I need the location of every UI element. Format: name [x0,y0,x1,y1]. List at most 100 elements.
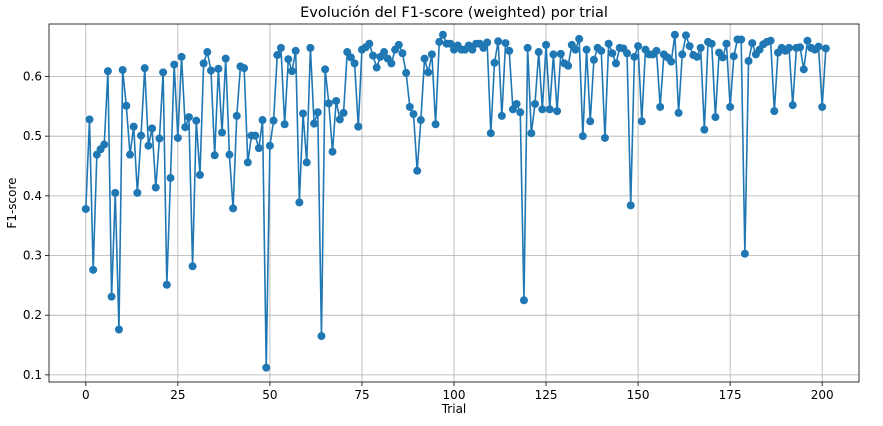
data-point [398,49,407,58]
data-point [818,102,827,111]
data-point [545,105,554,114]
data-point [494,37,503,46]
data-point [140,64,149,73]
data-point [516,108,525,117]
data-point [766,36,775,45]
data-point [424,68,433,77]
data-point [693,52,701,61]
data-point [542,40,551,49]
data-point [409,110,418,119]
data-point [317,332,326,341]
data-point [328,147,337,156]
data-point [262,363,271,372]
data-point [291,46,300,55]
data-point [612,59,620,68]
data-point [431,120,440,129]
data-point [339,108,348,117]
x-tick-label: 100 [443,388,466,402]
data-point [155,134,164,143]
data-point [634,42,643,51]
y-tick-label: 0.2 [23,308,42,322]
data-point [126,150,134,159]
data-point [571,45,580,54]
data-point [538,105,547,114]
data-point [486,129,495,138]
data-point [405,102,414,111]
data-point [589,55,598,64]
data-point [416,116,425,125]
data-point [553,107,562,116]
data-point [729,52,738,61]
data-point [718,53,727,62]
data-point [652,46,661,55]
data-point [159,68,168,77]
data-point [107,292,116,301]
data-point [722,39,731,48]
data-point [696,43,705,52]
data-point [177,52,186,61]
data-point [306,43,315,52]
data-point [254,144,263,153]
data-point [744,56,753,65]
data-point [265,141,274,150]
data-point [199,59,208,68]
data-point [313,108,322,117]
data-point [276,43,285,52]
x-tick-label: 200 [811,388,834,402]
data-point [195,170,204,179]
data-point [770,107,779,116]
y-tick-label: 0.5 [23,129,42,143]
data-point [380,48,389,57]
data-point [737,35,746,44]
data-point [166,173,175,182]
x-tick-label: 50 [262,388,277,402]
data-point [229,204,238,213]
grid-lines [49,24,859,382]
data-point [626,201,635,210]
data-point [89,265,98,274]
data-point [446,39,455,48]
data-point [490,58,499,67]
y-axis-label: F1-score [5,177,19,228]
data-point [354,122,363,131]
data-point [707,39,716,48]
data-point [103,67,112,76]
data-point [295,198,304,207]
data-point [346,53,355,62]
series-line [85,33,827,369]
data-point [137,131,146,140]
data-point [512,99,521,108]
data-point [597,46,606,55]
data-point [214,64,223,73]
data-point [269,116,278,125]
data-point [435,37,444,46]
data-point [505,46,514,55]
data-point [534,48,543,57]
data-point [162,280,171,289]
x-tick-label: 150 [627,388,650,402]
data-point [674,108,683,117]
data-point [748,39,757,48]
data-point [667,57,676,66]
data-point [372,63,381,72]
data-point [243,158,252,167]
data-point [438,30,447,39]
data-point [523,43,532,52]
data-point [129,122,138,131]
data-point [586,117,595,126]
data-point [656,102,665,111]
data-point [173,133,182,142]
data-point [81,204,90,213]
x-tick-label: 175 [719,388,742,402]
data-point [711,113,720,122]
data-point [575,34,584,43]
data-point [821,44,830,53]
data-point [335,115,344,124]
data-point [637,117,646,126]
data-point [118,65,127,74]
x-tick-label: 125 [535,388,558,402]
data-point [321,65,330,74]
data-point [670,30,679,39]
data-point [483,38,492,47]
data-point [630,52,639,61]
